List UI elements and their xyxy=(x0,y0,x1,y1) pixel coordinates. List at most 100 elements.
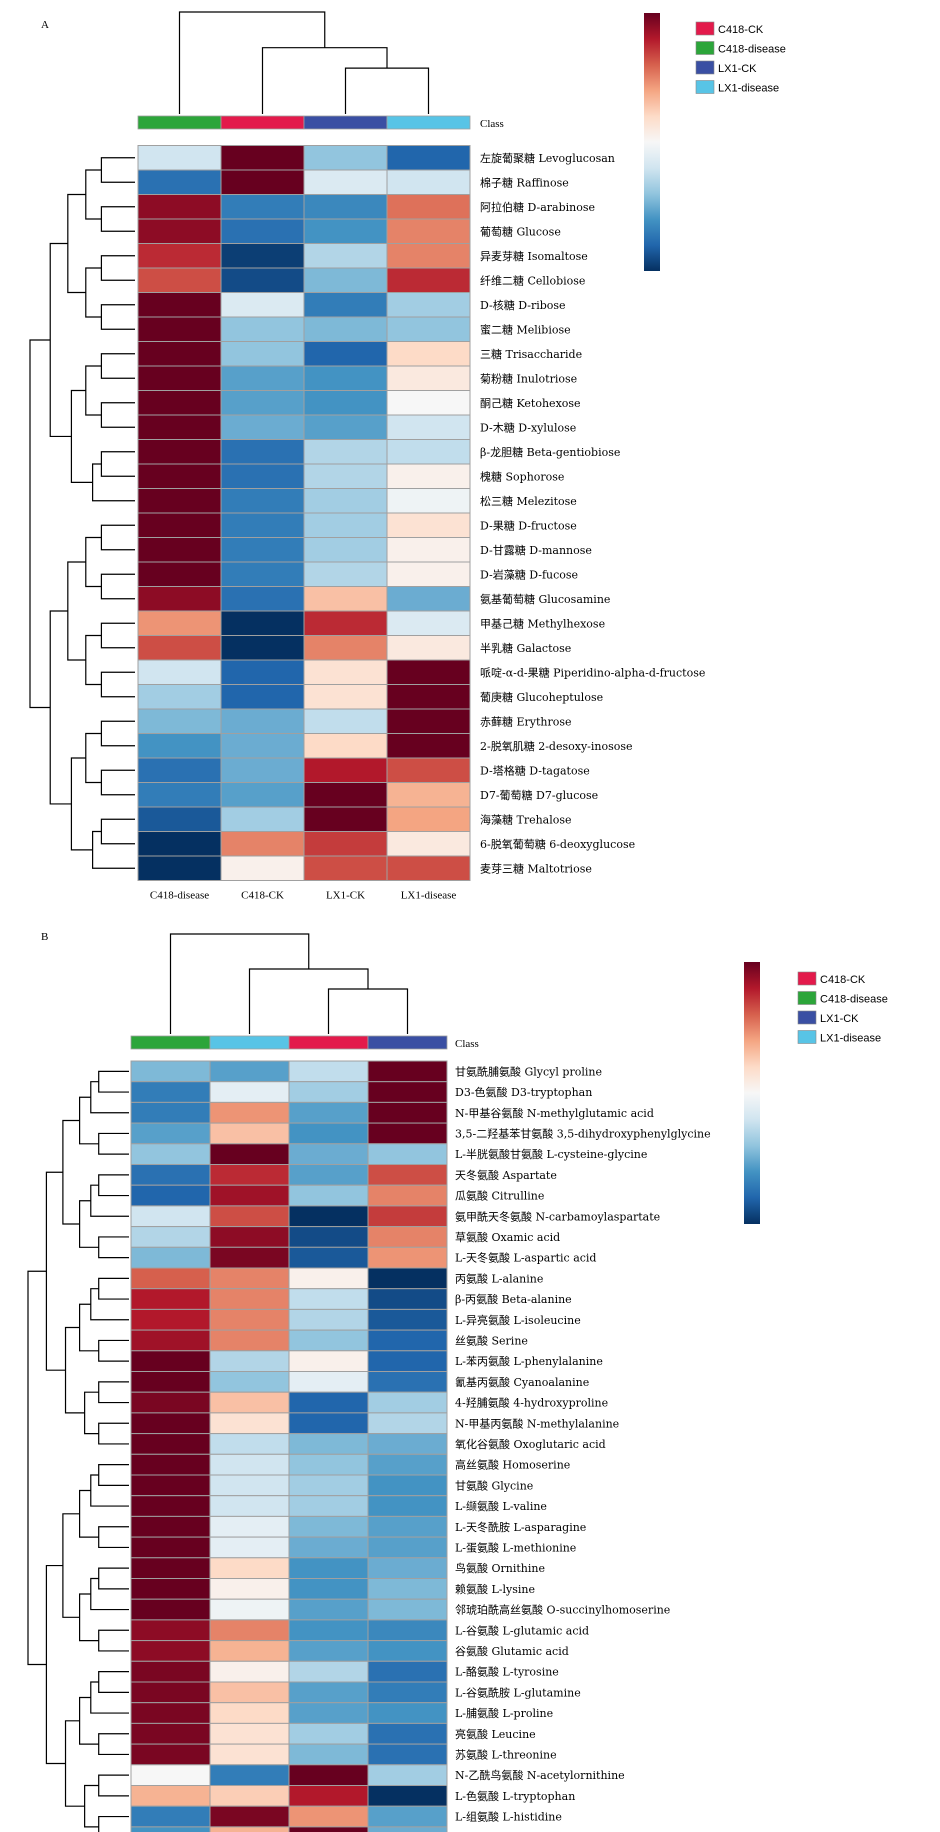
heatmap-cell xyxy=(130,1722,211,1745)
heatmap-cell xyxy=(209,1681,290,1704)
heatmap-cell xyxy=(137,488,222,514)
heatmap-cell xyxy=(209,1453,290,1476)
heatmap-cell xyxy=(137,414,222,440)
heatmap-cell xyxy=(130,1288,211,1310)
heatmap-cell xyxy=(220,586,305,612)
legend-label: LX1-disease xyxy=(718,83,779,95)
heatmap-cell xyxy=(209,1081,290,1103)
heatmap-cell xyxy=(367,1660,448,1683)
heatmap-cell xyxy=(367,1164,448,1186)
heatmap-cell xyxy=(367,1640,448,1662)
heatmap-cell xyxy=(137,610,222,636)
class-row-label: Class xyxy=(455,1038,479,1050)
heatmap-cell xyxy=(367,1785,448,1807)
heatmap-cell xyxy=(130,1453,211,1476)
heatmap-cell xyxy=(209,1205,290,1228)
heatmap-cell xyxy=(220,341,305,367)
heatmap-cell xyxy=(386,488,471,514)
row-label: N-甲基丙氨酸 N-methylalanine xyxy=(455,1416,619,1430)
heatmap-cell xyxy=(367,1722,448,1745)
heatmap-cell xyxy=(288,1681,369,1704)
heatmap-cell xyxy=(288,1578,369,1600)
row-label: 三糖 Trisaccharide xyxy=(480,347,582,361)
heatmap-cell xyxy=(209,1743,290,1766)
heatmap-cell xyxy=(303,267,388,293)
heatmap-cell xyxy=(220,267,305,293)
heatmap-cell xyxy=(209,1060,290,1083)
heatmap-cell xyxy=(367,1060,448,1083)
heatmap-cell xyxy=(130,1557,211,1580)
legend-swatch-lx1-disease xyxy=(695,80,715,94)
heatmap-cell xyxy=(288,1805,369,1828)
row-label: N-乙酰-d-色氨酸 N-acetyl-d-tryptophan xyxy=(455,1830,664,1832)
heatmap-cell xyxy=(303,806,388,832)
row-label: L-酪氨酸 L-tyrosine xyxy=(455,1665,559,1679)
heatmap-cell xyxy=(130,1081,211,1103)
heatmap-cell xyxy=(220,610,305,636)
heatmap-cell xyxy=(220,635,305,661)
heatmap-cell xyxy=(386,635,471,661)
heatmap-cell xyxy=(303,145,388,171)
heatmap-cell xyxy=(209,1557,290,1580)
heatmap-cell xyxy=(288,1557,369,1580)
heatmap-cell xyxy=(367,1619,448,1642)
heatmap-cell xyxy=(137,806,222,832)
row-labels: 甘氨酰脯氨酸 Glycyl proline D3-色氨酸 D3-tryptopha… xyxy=(455,1064,711,1832)
heatmap-cell xyxy=(288,1060,369,1083)
heatmap-cell xyxy=(220,806,305,832)
heatmap-cell xyxy=(220,316,305,342)
heatmap-cell xyxy=(137,463,222,489)
heatmap-cell xyxy=(209,1101,290,1124)
row-label: L-色氨酸 L-tryptophan xyxy=(455,1789,575,1803)
heatmap-cell xyxy=(130,1805,211,1828)
row-label: 哌啶-α-d-果糖 Piperidino-alpha-d-fructose xyxy=(480,665,705,679)
heatmap-cell xyxy=(220,831,305,857)
class-swatch-lx1-ck xyxy=(367,1035,448,1050)
heatmap-cell xyxy=(386,267,471,293)
heatmap-cell xyxy=(209,1722,290,1745)
heatmap-cell xyxy=(303,512,388,538)
heatmap-cell xyxy=(209,1350,290,1373)
heatmap-cell xyxy=(288,1267,369,1290)
heatmap-cell xyxy=(367,1764,448,1787)
heatmap-cell xyxy=(367,1805,448,1828)
row-label: L-异亮氨酸 L-isoleucine xyxy=(455,1313,581,1327)
row-label: 丝氨酸 Serine xyxy=(455,1333,528,1347)
row-label: 酮己糖 Ketohexose xyxy=(480,396,581,410)
row-label: 松三糖 Melezitose xyxy=(480,494,577,508)
heatmap-cell xyxy=(130,1495,211,1517)
heatmap-cell xyxy=(303,757,388,783)
heatmap-cell xyxy=(288,1412,369,1435)
heatmap-cell xyxy=(137,194,222,220)
heatmap-cell xyxy=(303,855,388,881)
row-label: 槐糖 Sophorose xyxy=(480,469,564,483)
row-label: 菊粉糖 Inulotriose xyxy=(480,371,577,385)
heatmap-cell xyxy=(288,1329,369,1352)
heatmap-cell xyxy=(130,1122,211,1145)
heatmap-cell xyxy=(130,1619,211,1642)
heatmap-cell xyxy=(386,463,471,489)
row-label: 甘氨酸 Glycine xyxy=(455,1478,533,1492)
heatmap-cell xyxy=(220,708,305,734)
heatmap-panel-b: Class 甘氨酰脯氨酸 Glycyl proline D3-色氨酸 D3-tryp… xyxy=(27,933,888,1832)
heatmap-cell xyxy=(303,586,388,612)
row-label: 葡萄糖 Glucose xyxy=(480,224,561,238)
row-label: 麦芽三糖 Maltotriose xyxy=(480,861,592,875)
heatmap-cell xyxy=(209,1412,290,1435)
heatmap-cell xyxy=(386,733,471,759)
row-label: 谷氨酸 Glutamic acid xyxy=(455,1644,569,1658)
heatmap-cell xyxy=(137,365,222,391)
heatmap-cell xyxy=(288,1205,369,1228)
heatmap-cell xyxy=(209,1598,290,1621)
heatmap-cell xyxy=(386,169,471,195)
heatmap-cell xyxy=(220,439,305,465)
class-swatch-c418-disease xyxy=(137,115,222,130)
heatmap-cell xyxy=(303,733,388,759)
heatmap-cell xyxy=(288,1184,369,1207)
row-dendrogram xyxy=(27,1070,129,1832)
row-label: 异麦芽糖 Isomaltose xyxy=(480,249,588,263)
heatmap-cell xyxy=(367,1474,448,1497)
heatmap-cell xyxy=(288,1308,369,1331)
heatmap-cell xyxy=(209,1785,290,1807)
